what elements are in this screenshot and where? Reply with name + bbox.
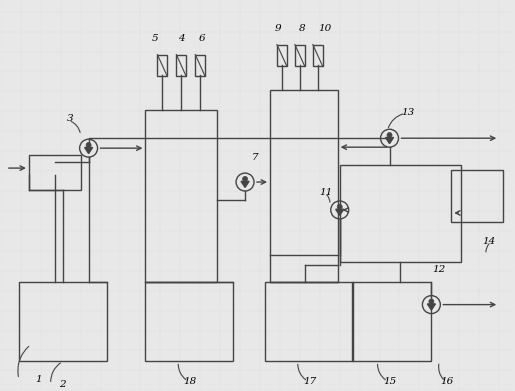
Text: 11: 11 xyxy=(319,188,332,197)
Bar xyxy=(176,54,186,76)
Text: 9: 9 xyxy=(274,24,281,33)
Text: 5: 5 xyxy=(152,34,159,43)
Text: 2: 2 xyxy=(59,380,66,389)
Bar xyxy=(451,170,503,222)
Text: 1: 1 xyxy=(36,375,42,384)
Polygon shape xyxy=(84,147,93,154)
Bar xyxy=(352,282,432,361)
Text: 17: 17 xyxy=(303,377,316,386)
Circle shape xyxy=(337,204,342,209)
Bar xyxy=(19,282,107,361)
Polygon shape xyxy=(336,209,344,215)
Bar xyxy=(195,54,205,76)
Circle shape xyxy=(243,176,248,181)
Bar xyxy=(265,282,353,361)
Polygon shape xyxy=(241,181,249,187)
Text: 10: 10 xyxy=(318,24,331,33)
Bar xyxy=(270,90,338,282)
Bar xyxy=(340,165,461,262)
Text: 8: 8 xyxy=(299,24,305,33)
Text: 15: 15 xyxy=(383,377,396,386)
Bar xyxy=(145,282,233,361)
Circle shape xyxy=(429,299,434,304)
Text: 16: 16 xyxy=(441,377,454,386)
Text: 7: 7 xyxy=(252,152,259,161)
Polygon shape xyxy=(427,304,435,310)
Text: 12: 12 xyxy=(433,265,446,274)
Text: 6: 6 xyxy=(199,34,205,43)
Text: 14: 14 xyxy=(483,237,496,246)
Text: 13: 13 xyxy=(401,108,414,117)
Bar xyxy=(158,54,167,76)
Text: 4: 4 xyxy=(178,34,184,43)
Circle shape xyxy=(86,142,91,147)
Polygon shape xyxy=(386,138,393,143)
Circle shape xyxy=(387,133,392,138)
Text: 18: 18 xyxy=(184,377,197,386)
Bar xyxy=(313,45,323,66)
Bar xyxy=(145,110,217,282)
Bar xyxy=(277,45,287,66)
Bar xyxy=(295,45,305,66)
Text: 3: 3 xyxy=(67,114,74,123)
Bar xyxy=(29,155,81,190)
